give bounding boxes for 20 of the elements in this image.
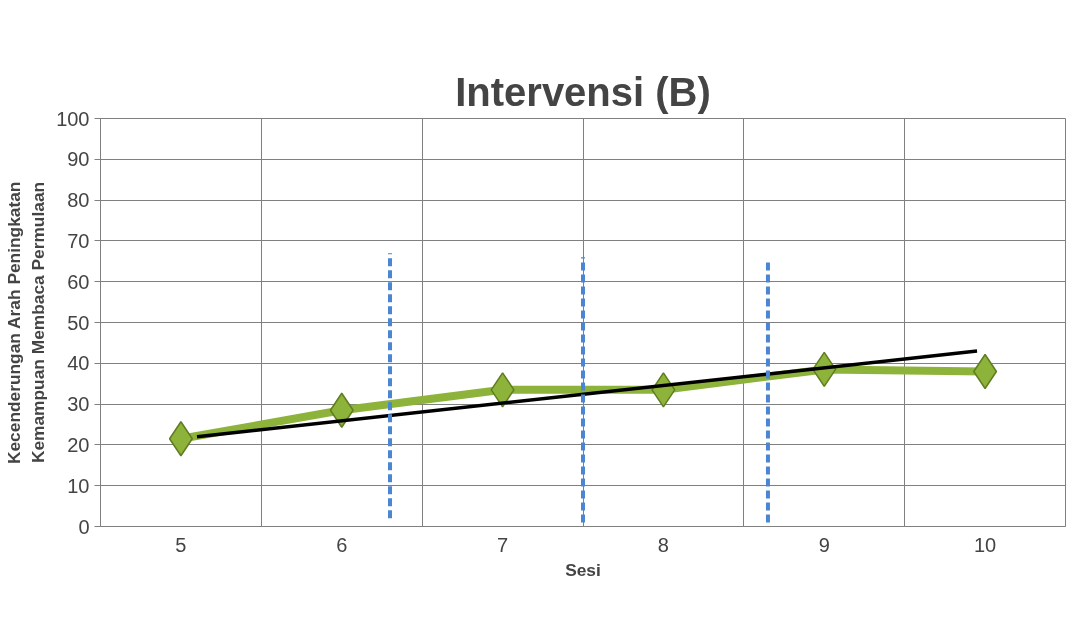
- x-tick-label: 6: [336, 533, 348, 556]
- chart-title: Intervensi (B): [455, 69, 711, 114]
- y-axis-title: Kecenderungan Arah Peningkatan Kemampuan Membaca Permulaan: [4, 181, 49, 465]
- y-tick-label: 70: [67, 229, 90, 252]
- y-tick-label: 0: [78, 515, 90, 538]
- y-tick-label: 80: [67, 189, 90, 212]
- x-tick-label: 7: [497, 533, 509, 556]
- y-tick-label: 40: [67, 352, 90, 375]
- y-tick-label: 90: [67, 148, 90, 171]
- y-tick-label: 50: [67, 311, 90, 334]
- y-tick-label: 30: [67, 393, 90, 416]
- y-tick-label: 10: [67, 474, 90, 497]
- x-tick-label: 8: [657, 533, 669, 556]
- y-tick-label: 60: [67, 270, 90, 293]
- y-tick-label: 100: [56, 107, 90, 130]
- x-tick-label: 5: [175, 533, 187, 556]
- x-axis-title: Sesi: [565, 559, 601, 580]
- y-tick-label: 20: [67, 433, 90, 456]
- x-tick-label: 10: [973, 533, 997, 556]
- x-tick-label: 9: [818, 533, 830, 556]
